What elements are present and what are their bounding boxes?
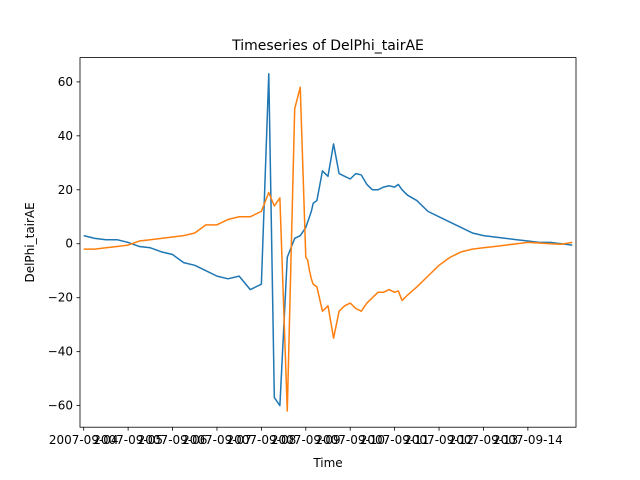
x-tick-label: 2007-09-13 (449, 433, 519, 447)
x-tick-label: 2007-09-10 (315, 433, 385, 447)
x-tick-label: 2007-09-09 (271, 433, 341, 447)
y-axis: −60 −40 −20 0 20 40 60 (48, 75, 80, 413)
x-tick-label: 2007-09-04 (49, 433, 119, 447)
x-tick-label: 2007-09-12 (404, 433, 474, 447)
y-tick-label: 40 (58, 129, 73, 143)
y-tick-label: −20 (48, 291, 73, 305)
series-line-1 (83, 73, 573, 407)
plot-frame (79, 57, 577, 428)
y-axis-label: DelPhi_tairAE (23, 202, 37, 282)
x-axis: 2007-09-042007-09-052007-09-062007-09-07… (49, 427, 563, 447)
x-axis-label: Time (312, 456, 342, 470)
x-tick-label: 2007-09-05 (93, 433, 163, 447)
chart-title: Timeseries of DelPhi_tairAE (231, 38, 424, 54)
x-tick-label: 2007-09-14 (493, 433, 563, 447)
x-tick-label: 2007-09-06 (138, 433, 208, 447)
y-tick-label: −60 (48, 399, 73, 413)
series-lines (83, 73, 573, 412)
x-tick-label: 2007-09-07 (182, 433, 252, 447)
y-tick-label: 0 (65, 237, 73, 251)
y-tick-label: −40 (48, 345, 73, 359)
series-line-2 (83, 86, 573, 412)
x-tick-label: 2007-09-11 (360, 433, 430, 447)
x-tick-label: 2007-09-08 (226, 433, 296, 447)
y-tick-label: 20 (58, 183, 73, 197)
y-tick-label: 60 (58, 75, 73, 89)
